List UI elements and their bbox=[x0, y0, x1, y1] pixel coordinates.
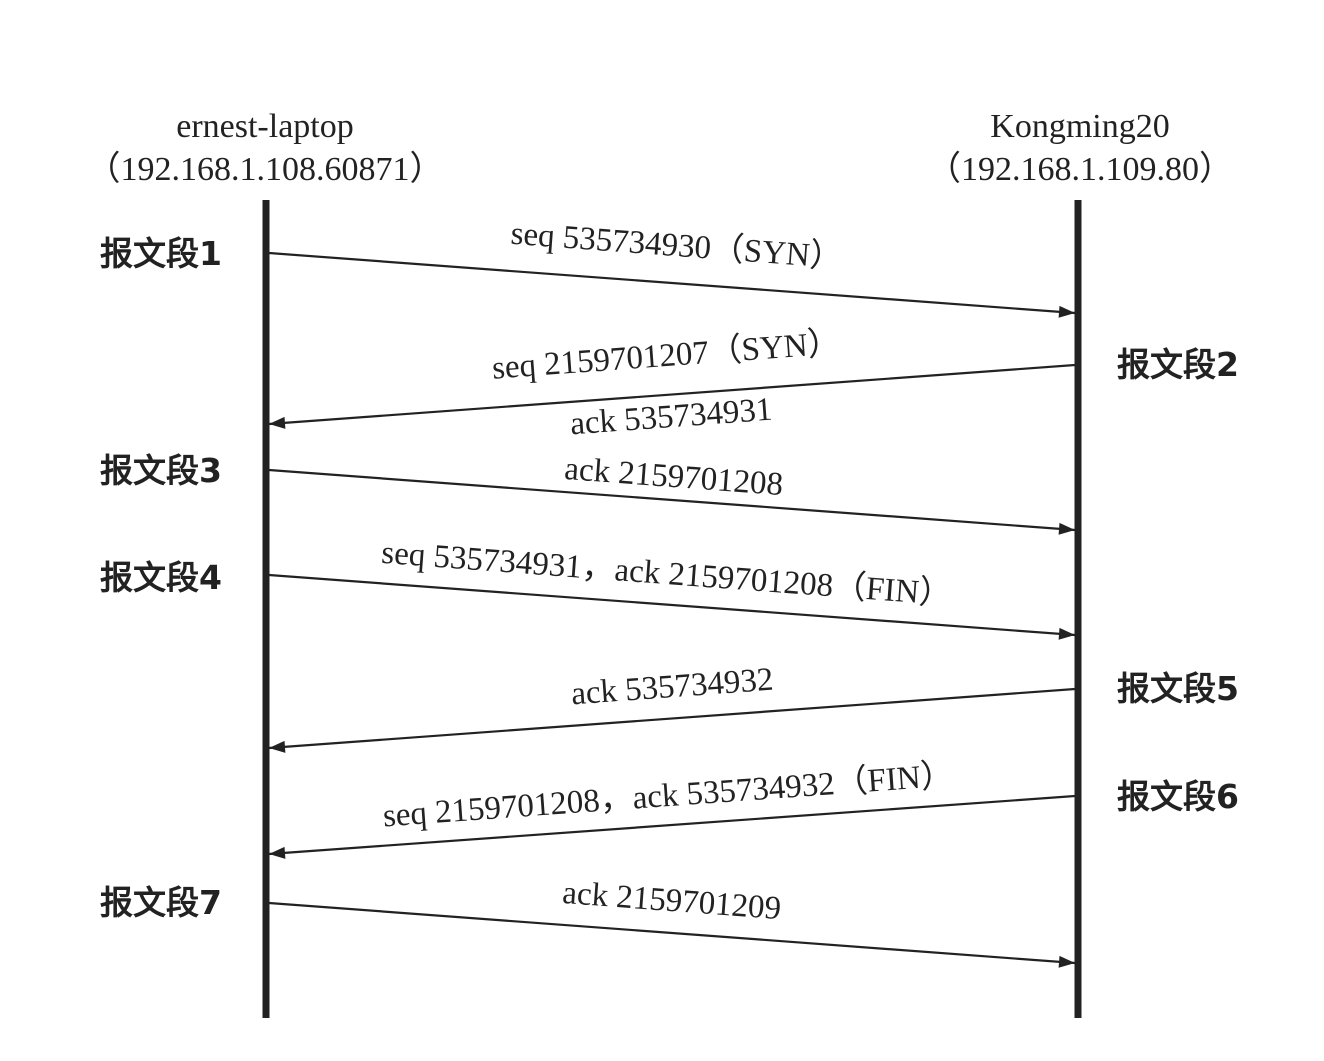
segments-group: 报文段1 seq 535734930（SYN） 报文段2 seq 2159701207… bbox=[100, 216, 1239, 968]
message-text: seq 2159701207（SYN） bbox=[491, 325, 842, 386]
message-text: seq 2159701208，ack 535734932（FIN） bbox=[382, 758, 955, 835]
segment-7: 报文段7 ack 2159701209 bbox=[100, 875, 1076, 968]
message-arrow-line bbox=[268, 251, 1076, 315]
segment-6: 报文段6 seq 2159701208，ack 535734932（FIN） bbox=[268, 758, 1239, 859]
segment-4: 报文段4 seq 535734931，ack 2159701208（FIN） bbox=[100, 535, 1076, 640]
message-arrow-line bbox=[268, 363, 1076, 426]
arrowhead-icon bbox=[269, 846, 286, 859]
message-arrow-line bbox=[268, 901, 1076, 965]
message-arrow-line bbox=[268, 468, 1076, 532]
right-host-address: （192.168.1.109.80） bbox=[927, 150, 1233, 188]
left-host-address: （192.168.1.108.60871） bbox=[87, 150, 444, 188]
arrowhead-icon bbox=[269, 740, 286, 753]
arrowhead-icon bbox=[1058, 522, 1075, 535]
left-host-name: ernest-laptop bbox=[176, 108, 354, 145]
segment-label: 报文段5 bbox=[1117, 669, 1239, 708]
arrowhead-icon bbox=[1058, 305, 1075, 318]
segment-label: 报文段6 bbox=[1117, 777, 1239, 816]
message-text: ack 535734932 bbox=[570, 662, 775, 713]
segment-label: 报文段2 bbox=[1117, 345, 1239, 384]
message-text: seq 535734930（SYN） bbox=[509, 216, 844, 277]
segment-3: 报文段3 ack 2159701208 bbox=[100, 451, 1076, 535]
message-text: seq 535734931，ack 2159701208（FIN） bbox=[380, 535, 953, 613]
message-arrow-line bbox=[268, 794, 1076, 856]
segment-label: 报文段3 bbox=[100, 451, 222, 490]
arrowhead-icon bbox=[1058, 627, 1075, 640]
segment-label: 报文段7 bbox=[100, 883, 222, 922]
arrowhead-icon bbox=[1058, 955, 1075, 968]
right-host-name: Kongming20 bbox=[990, 108, 1169, 145]
message-arrow-line bbox=[268, 687, 1076, 750]
arrowhead-icon bbox=[269, 416, 286, 429]
message-arrow-line bbox=[268, 573, 1076, 637]
segment-label: 报文段4 bbox=[100, 558, 222, 597]
segment-1: 报文段1 seq 535734930（SYN） bbox=[100, 216, 1076, 318]
message-text: ack 2159701209 bbox=[561, 875, 782, 927]
segment-5: 报文段5 ack 535734932 bbox=[268, 662, 1239, 753]
segment-label: 报文段1 bbox=[100, 234, 222, 273]
